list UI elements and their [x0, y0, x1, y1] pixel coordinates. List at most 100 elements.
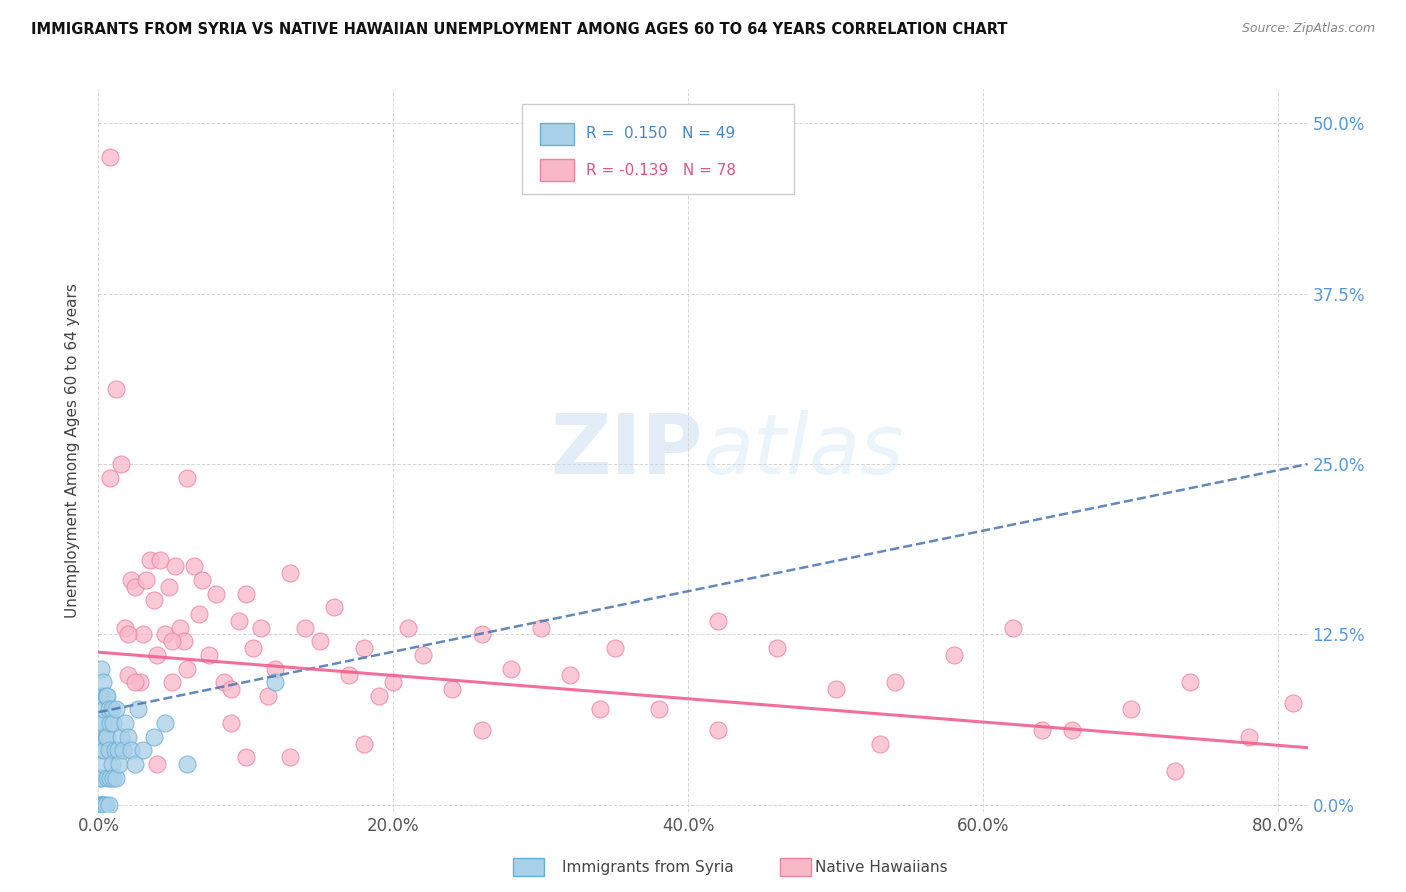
Point — [96, 730, 118, 744]
Point — [120, 573, 142, 587]
Point — [471, 627, 494, 641]
Point — [1031, 723, 1053, 737]
Point — [93, 702, 115, 716]
Point — [104, 743, 127, 757]
Text: Native Hawaiians: Native Hawaiians — [815, 860, 948, 874]
Text: Immigrants from Syria: Immigrants from Syria — [562, 860, 734, 874]
Point — [146, 648, 169, 662]
Point — [91, 716, 114, 731]
Point — [153, 627, 176, 641]
Point — [176, 471, 198, 485]
Point — [124, 757, 146, 772]
Point — [146, 757, 169, 772]
Point — [471, 723, 494, 737]
Point — [94, 797, 117, 812]
Point — [323, 600, 346, 615]
Point — [117, 730, 139, 744]
Point — [157, 580, 180, 594]
Point — [105, 702, 128, 716]
Point — [89, 771, 111, 785]
Point — [942, 648, 965, 662]
Point — [165, 559, 187, 574]
Point — [441, 681, 464, 696]
Text: IMMIGRANTS FROM SYRIA VS NATIVE HAWAIIAN UNEMPLOYMENT AMONG AGES 60 TO 64 YEARS : IMMIGRANTS FROM SYRIA VS NATIVE HAWAIIAN… — [31, 22, 1008, 37]
Point — [294, 621, 316, 635]
Point — [98, 716, 121, 731]
Point — [337, 668, 360, 682]
Y-axis label: Unemployment Among Ages 60 to 64 years: Unemployment Among Ages 60 to 64 years — [65, 283, 80, 618]
Point — [105, 771, 128, 785]
Point — [131, 743, 153, 757]
Point — [205, 586, 228, 600]
Point — [135, 573, 157, 587]
Point — [124, 580, 146, 594]
Point — [90, 797, 112, 812]
Point — [89, 743, 111, 757]
Point — [648, 702, 671, 716]
Point — [396, 621, 419, 635]
Point — [100, 757, 122, 772]
Text: R = -0.139   N = 78: R = -0.139 N = 78 — [586, 162, 735, 178]
Point — [89, 797, 111, 812]
Point — [93, 743, 115, 757]
Point — [1119, 702, 1142, 716]
Point — [94, 730, 117, 744]
Point — [114, 716, 136, 731]
Point — [90, 730, 112, 744]
Point — [97, 702, 120, 716]
Point — [228, 614, 250, 628]
Point — [100, 702, 122, 716]
Point — [97, 743, 120, 757]
Point — [110, 730, 132, 744]
Point — [1237, 730, 1260, 744]
Point — [242, 641, 264, 656]
Point — [353, 737, 375, 751]
Point — [706, 723, 728, 737]
Point — [235, 586, 257, 600]
Text: Source: ZipAtlas.com: Source: ZipAtlas.com — [1241, 22, 1375, 36]
Point — [96, 771, 118, 785]
Point — [190, 573, 212, 587]
Point — [97, 797, 120, 812]
Point — [603, 641, 626, 656]
Point — [219, 716, 242, 731]
Point — [187, 607, 209, 621]
Point — [149, 552, 172, 566]
Point — [883, 675, 905, 690]
Point — [94, 689, 117, 703]
Point — [560, 668, 582, 682]
Point — [308, 634, 330, 648]
Point — [101, 771, 124, 785]
Point — [131, 627, 153, 641]
Point — [176, 757, 198, 772]
Point — [143, 730, 166, 744]
Point — [249, 621, 271, 635]
Point — [169, 621, 191, 635]
Point — [235, 750, 257, 764]
Point — [173, 634, 195, 648]
Point — [412, 648, 434, 662]
Point — [98, 150, 121, 164]
Text: R =  0.150   N = 49: R = 0.150 N = 49 — [586, 127, 735, 142]
Point — [353, 641, 375, 656]
Point — [93, 797, 115, 812]
Point — [501, 662, 523, 676]
Point — [117, 668, 139, 682]
Point — [91, 757, 114, 772]
Point — [110, 457, 132, 471]
Point — [112, 743, 135, 757]
Point — [1060, 723, 1083, 737]
Point — [264, 662, 287, 676]
Point — [198, 648, 221, 662]
Point — [264, 675, 287, 690]
Point — [114, 621, 136, 635]
Point — [89, 716, 111, 731]
Text: ZIP: ZIP — [551, 410, 703, 491]
Point — [90, 689, 112, 703]
Point — [183, 559, 205, 574]
Point — [212, 675, 235, 690]
Point — [160, 675, 183, 690]
Point — [530, 621, 553, 635]
Point — [128, 675, 150, 690]
Point — [127, 702, 149, 716]
